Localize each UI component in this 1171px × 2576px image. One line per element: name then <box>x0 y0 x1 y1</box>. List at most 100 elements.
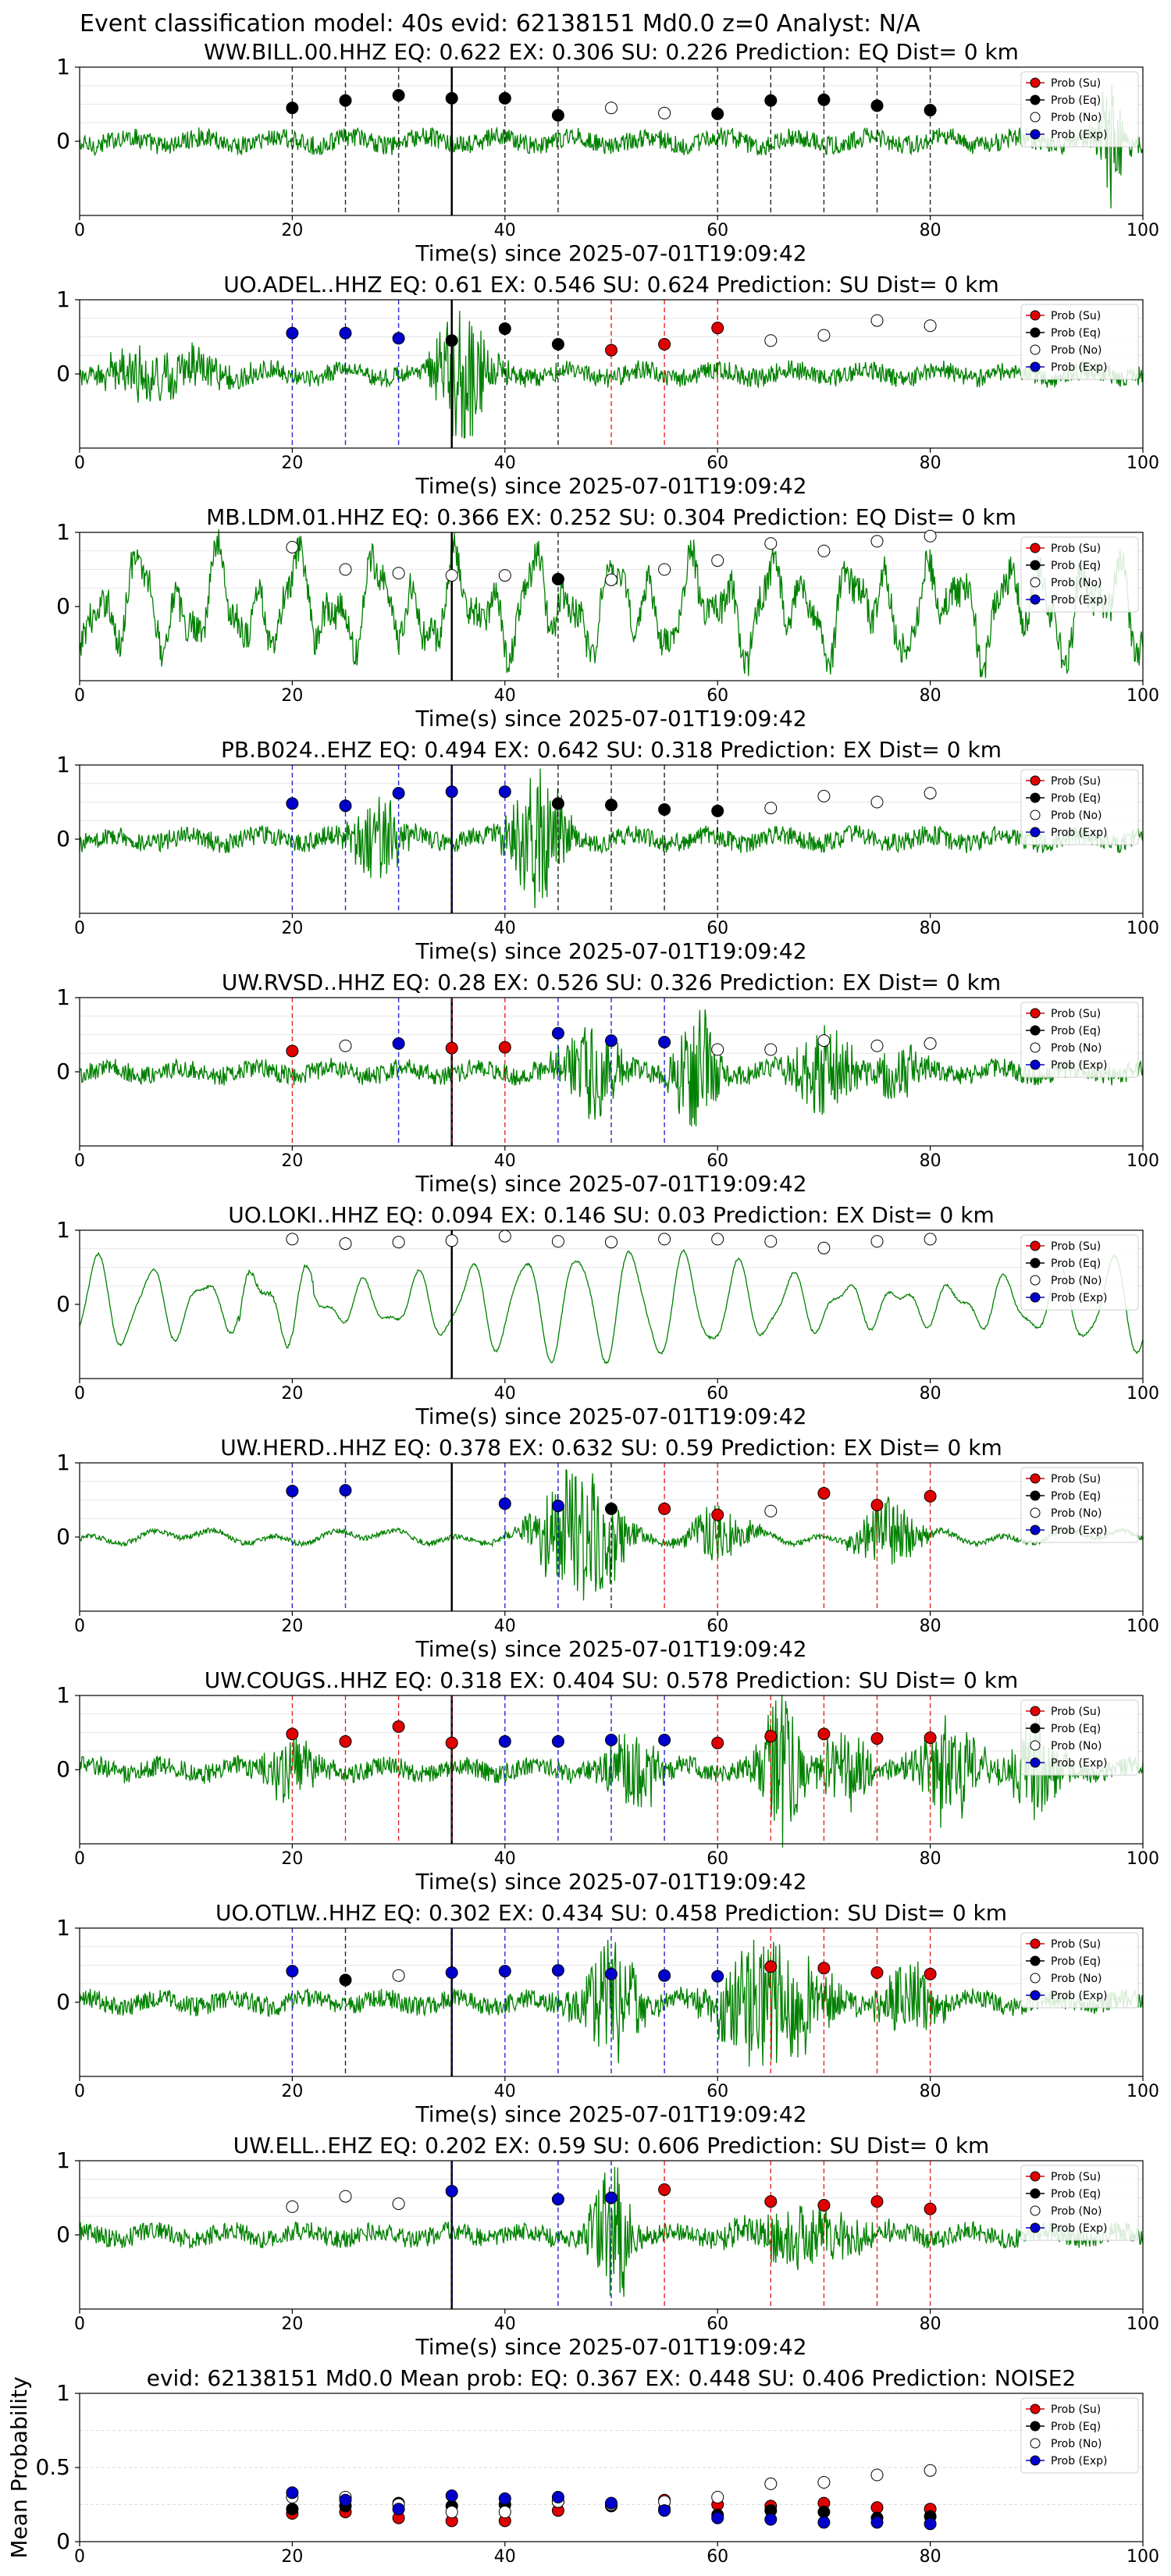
x-tick-label: 20 <box>281 1849 303 1869</box>
x-tick-label: 0 <box>74 1151 85 1171</box>
x-tick-label: 100 <box>1127 1384 1159 1404</box>
prob-point-su <box>392 1720 405 1733</box>
x-tick-label: 40 <box>494 1849 516 1869</box>
legend-label: Prob (Su) <box>1051 775 1101 788</box>
prob-point-no <box>924 1233 937 1246</box>
x-tick-label: 60 <box>707 1384 728 1404</box>
mean-prob-point-exp <box>764 2513 778 2526</box>
legend-label: Prob (Eq) <box>1051 1955 1101 1968</box>
prob-point-su <box>339 1735 352 1748</box>
prob-point-exp <box>658 1969 671 1982</box>
prob-point-su <box>870 1966 884 1979</box>
prob-point-no <box>711 1043 724 1056</box>
legend-label: Prob (Eq) <box>1051 1025 1101 1037</box>
legend-box <box>1020 536 1139 613</box>
x-tick-label: 0 <box>74 686 85 706</box>
x-tick-label: 80 <box>920 454 941 473</box>
mean-prob-point-exp <box>445 2489 458 2503</box>
mean-prob-point-exp <box>711 2511 724 2524</box>
chart-panel: WW.BILL.00.HHZ EQ: 0.622 EX: 0.306 SU: 0… <box>56 39 1159 266</box>
legend-label: Prob (No) <box>1051 1507 1102 1520</box>
legend-marker-su <box>1030 543 1041 553</box>
waveform-trace <box>79 84 1144 208</box>
y-tick-label: 0 <box>56 2222 70 2247</box>
prob-point-su <box>711 322 724 335</box>
legend-label: Prob (Eq) <box>1051 2188 1101 2201</box>
panels: WW.BILL.00.HHZ EQ: 0.622 EX: 0.306 SU: 0… <box>6 39 1159 2567</box>
mean-prob-point-exp <box>924 2517 937 2531</box>
chart-title: UW.ELL..EHZ EQ: 0.202 EX: 0.59 SU: 0.606… <box>233 2133 990 2158</box>
mean-prob-point-exp <box>870 2516 884 2529</box>
legend-label: Prob (No) <box>1051 577 1102 589</box>
x-axis-label: Time(s) since 2025-07-01T19:09:42 <box>415 1404 806 1429</box>
x-tick-label: 60 <box>707 686 728 706</box>
mean-prob-point-no <box>764 2477 778 2490</box>
prob-point-su <box>817 2199 831 2211</box>
prob-point-no <box>286 2200 299 2213</box>
waveform-trace <box>79 1248 1144 1364</box>
legend-marker-exp <box>1030 1525 1041 1535</box>
prob-point-eq <box>764 94 778 107</box>
legend-marker-exp <box>1030 594 1041 605</box>
legend-marker-su <box>1030 1938 1041 1949</box>
legend-box <box>1020 71 1139 148</box>
x-tick-label: 0 <box>74 221 85 240</box>
mean-prob-point-exp <box>286 2486 299 2500</box>
legend-marker-no <box>1030 1042 1041 1053</box>
prob-point-no <box>764 1235 778 1248</box>
chart-panel: evid: 62138151 Md0.0 Mean prob: EQ: 0.36… <box>6 2365 1159 2567</box>
prob-point-eq <box>605 1502 618 1515</box>
legend-marker-eq <box>1030 94 1041 105</box>
x-tick-label: 0 <box>74 2547 85 2567</box>
prob-point-no <box>764 1504 778 1517</box>
legend-label: Prob (Exp) <box>1051 1525 1108 1537</box>
legend-marker-exp <box>1030 1990 1041 2001</box>
x-tick-label: 0 <box>74 1849 85 1869</box>
x-tick-label: 40 <box>494 2082 516 2101</box>
legend-marker-eq <box>1030 1258 1041 1268</box>
legend-marker-no <box>1030 344 1041 355</box>
mean-prob-point-exp <box>605 2496 618 2510</box>
prob-point-eq <box>392 89 405 102</box>
chart-panel: UW.COUGS..HHZ EQ: 0.318 EX: 0.404 SU: 0.… <box>56 1667 1159 1895</box>
y-tick-label: 1 <box>56 286 70 312</box>
x-tick-label: 0 <box>74 454 85 473</box>
legend-label: Prob (Exp) <box>1051 1292 1108 1304</box>
legend-marker-eq <box>1030 2188 1041 2199</box>
x-tick-label: 40 <box>494 1151 516 1171</box>
legend-label: Prob (No) <box>1051 1275 1102 1287</box>
chart-title: evid: 62138151 Md0.0 Mean prob: EQ: 0.36… <box>147 2365 1077 2391</box>
prob-point-exp <box>498 785 511 799</box>
x-tick-label: 20 <box>281 1617 303 1636</box>
prob-point-eq <box>498 322 511 336</box>
legend-label: Prob (Su) <box>1051 77 1101 90</box>
legend-label: Prob (Eq) <box>1051 94 1101 107</box>
legend-box <box>1020 1234 1139 1311</box>
x-axis-label: Time(s) since 2025-07-01T19:09:42 <box>415 2101 806 2127</box>
prob-point-su <box>924 1489 937 1503</box>
prob-point-su <box>445 1736 458 1749</box>
x-tick-label: 80 <box>920 2314 941 2334</box>
prob-point-no <box>764 334 778 347</box>
mean-prob-point-exp <box>551 2491 564 2503</box>
prob-point-no <box>445 1234 458 1247</box>
prob-point-no <box>286 541 299 553</box>
prob-point-no <box>924 1037 937 1050</box>
prob-point-no <box>817 1241 831 1254</box>
prob-point-no <box>392 567 405 580</box>
chart-title: UO.ADEL..HHZ EQ: 0.61 EX: 0.546 SU: 0.62… <box>223 272 999 297</box>
legend-marker-exp <box>1030 2455 1041 2466</box>
legend-label: Prob (Su) <box>1051 2171 1101 2183</box>
legend-box <box>1020 2165 1139 2241</box>
legend-label: Prob (Eq) <box>1051 1258 1101 1270</box>
legend-label: Prob (Exp) <box>1051 1059 1108 1072</box>
prob-point-no <box>339 2190 352 2203</box>
y-tick-label: 0 <box>56 1524 70 1550</box>
x-tick-label: 100 <box>1127 1151 1159 1171</box>
legend-marker-su <box>1030 1008 1041 1019</box>
legend-marker-no <box>1030 1507 1041 1518</box>
legend-label: Prob (Eq) <box>1051 792 1101 805</box>
y-tick-label: 1 <box>56 519 70 545</box>
y-tick-label: 1 <box>56 54 70 80</box>
